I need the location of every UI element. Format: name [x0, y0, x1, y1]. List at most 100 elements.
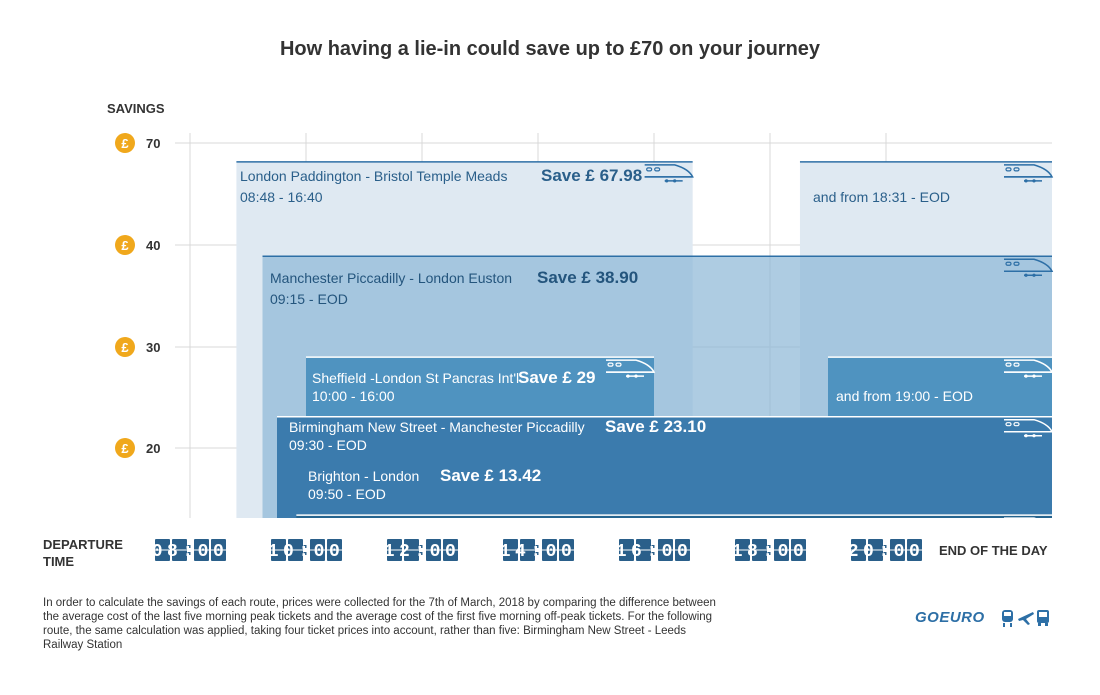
x-axis-label-line1: DEPARTURE: [43, 537, 123, 552]
route-bar: [296, 515, 1052, 518]
y-tick: £40: [115, 235, 160, 255]
route-labels: Brighton - London 09:50 - EOD Save £ 13.42: [308, 466, 541, 502]
x-tick-label: 10:00: [268, 542, 345, 562]
train-body: [1004, 517, 1054, 531]
train-window: [1005, 261, 1012, 266]
train-window: [1005, 520, 1012, 525]
bus-icon: [1037, 610, 1049, 626]
coin-icon: [115, 235, 135, 255]
train-window: [654, 167, 661, 172]
route-second-window: and from 19:00 - EOD: [836, 388, 973, 404]
brand-logo: GOEURO: [915, 609, 985, 626]
route-time-window: 10:00 - 16:00: [312, 388, 395, 404]
x-tick-colon: [883, 545, 887, 548]
y-tick: £70: [115, 133, 160, 153]
x-tick: 14:00: [500, 539, 577, 562]
y-tick-label: 40: [146, 238, 160, 253]
route-savings-label: Save £ 23.10: [605, 417, 706, 436]
x-tick: 16:00: [616, 539, 693, 562]
train-wheel: [1024, 434, 1028, 438]
train-window: [1005, 422, 1012, 427]
train-window: [1013, 362, 1020, 367]
train-wheel: [1024, 273, 1028, 277]
train-window: [1013, 422, 1020, 427]
x-tick: 20:00: [848, 539, 925, 562]
train-icon: [644, 164, 694, 183]
train-wheel: [634, 374, 638, 378]
x-axis-label-line2: TIME: [43, 554, 75, 569]
y-tick: £30: [115, 337, 160, 357]
train-window: [1005, 167, 1012, 172]
route-time-window: 09:15 - EOD: [270, 291, 348, 307]
x-tick-colon: [767, 545, 771, 548]
train-icon: [606, 359, 656, 378]
train-wheel: [1032, 532, 1036, 536]
route-time-window: 09:30 - EOD: [289, 437, 367, 453]
train-window: [1005, 362, 1012, 367]
route-savings-label: Save £ 67.98: [541, 166, 642, 185]
x-tick-colon: [419, 552, 423, 555]
train-wheel: [1032, 374, 1036, 378]
train-icon: [1004, 258, 1054, 277]
coin-symbol: £: [121, 441, 129, 456]
route-name: Sheffield -London St Pancras Int'l: [312, 370, 519, 386]
coin-symbol: £: [121, 340, 129, 355]
train-window: [1013, 167, 1020, 172]
route-second-window: and from 18:31 - EOD: [813, 189, 950, 205]
train-icon: [1004, 359, 1054, 378]
chart-title: How having a lie-in could save up to £70…: [279, 38, 821, 60]
x-tick-colon: [535, 545, 539, 548]
x-tick-colon: [535, 552, 539, 555]
train-icon: [1002, 610, 1013, 627]
route-labels: Sheffield -London St Pancras Int'l 10:00 …: [312, 368, 973, 404]
x-tick-label: 20:00: [848, 542, 925, 562]
x-tick-colon: [767, 552, 771, 555]
coin-icon: [115, 438, 135, 458]
coin-symbol: £: [121, 136, 129, 151]
x-tick-colon: [651, 545, 655, 548]
route-time-window: 09:50 - EOD: [308, 486, 386, 502]
train-wheel: [665, 179, 669, 183]
train-window: [615, 362, 622, 367]
route-band: [296, 514, 1054, 536]
coin-icon: [115, 133, 135, 153]
route-name: Manchester Piccadilly - London Euston: [270, 270, 512, 286]
train-icon: [1004, 164, 1054, 183]
train-window: [1013, 261, 1020, 266]
y-tick-label: 30: [146, 340, 160, 355]
coin-icon: [115, 337, 135, 357]
y-tick-label: 70: [146, 136, 160, 151]
x-tick-colon: [187, 545, 191, 548]
route-labels: Birmingham New Street - Manchester Picca…: [289, 417, 706, 453]
x-tick-label: 08:00: [152, 542, 229, 562]
route-band: [277, 415, 1054, 518]
footnote: In order to calculate the savings of eac…: [43, 597, 716, 651]
route-name: Brighton - London: [308, 468, 419, 484]
end-of-day-label: END OF THE DAY: [939, 543, 1048, 558]
x-tick-label: 16:00: [616, 542, 693, 562]
route-bar: [277, 416, 1052, 518]
x-tick: 10:00: [268, 539, 345, 562]
route-savings-label: Save £ 29: [518, 368, 596, 387]
route-time-window: 08:48 - 16:40: [240, 189, 323, 205]
train-icon: [1004, 418, 1054, 438]
route-labels: Manchester Piccadilly - London Euston 09:…: [270, 268, 638, 307]
x-tick-colon: [303, 545, 307, 548]
train-wheel: [1024, 374, 1028, 378]
train-icon: [1004, 517, 1054, 536]
x-tick: 18:00: [732, 539, 809, 562]
x-tick-label: 12:00: [384, 542, 461, 562]
train-wheel: [673, 179, 677, 183]
x-tick-label: 14:00: [500, 542, 577, 562]
x-tick: 12:00: [384, 539, 461, 562]
route-savings-label: Save £ 13.42: [440, 466, 541, 485]
x-tick-colon: [419, 545, 423, 548]
y-axis-label: SAVINGS: [107, 101, 165, 116]
train-window: [646, 167, 653, 172]
train-wheel: [1032, 179, 1036, 183]
x-tick-label: 18:00: [732, 542, 809, 562]
y-tick-label: 20: [146, 441, 160, 456]
route-labels: London Paddington - Bristol Temple Meads…: [240, 166, 950, 205]
train-wheel: [1032, 434, 1036, 438]
